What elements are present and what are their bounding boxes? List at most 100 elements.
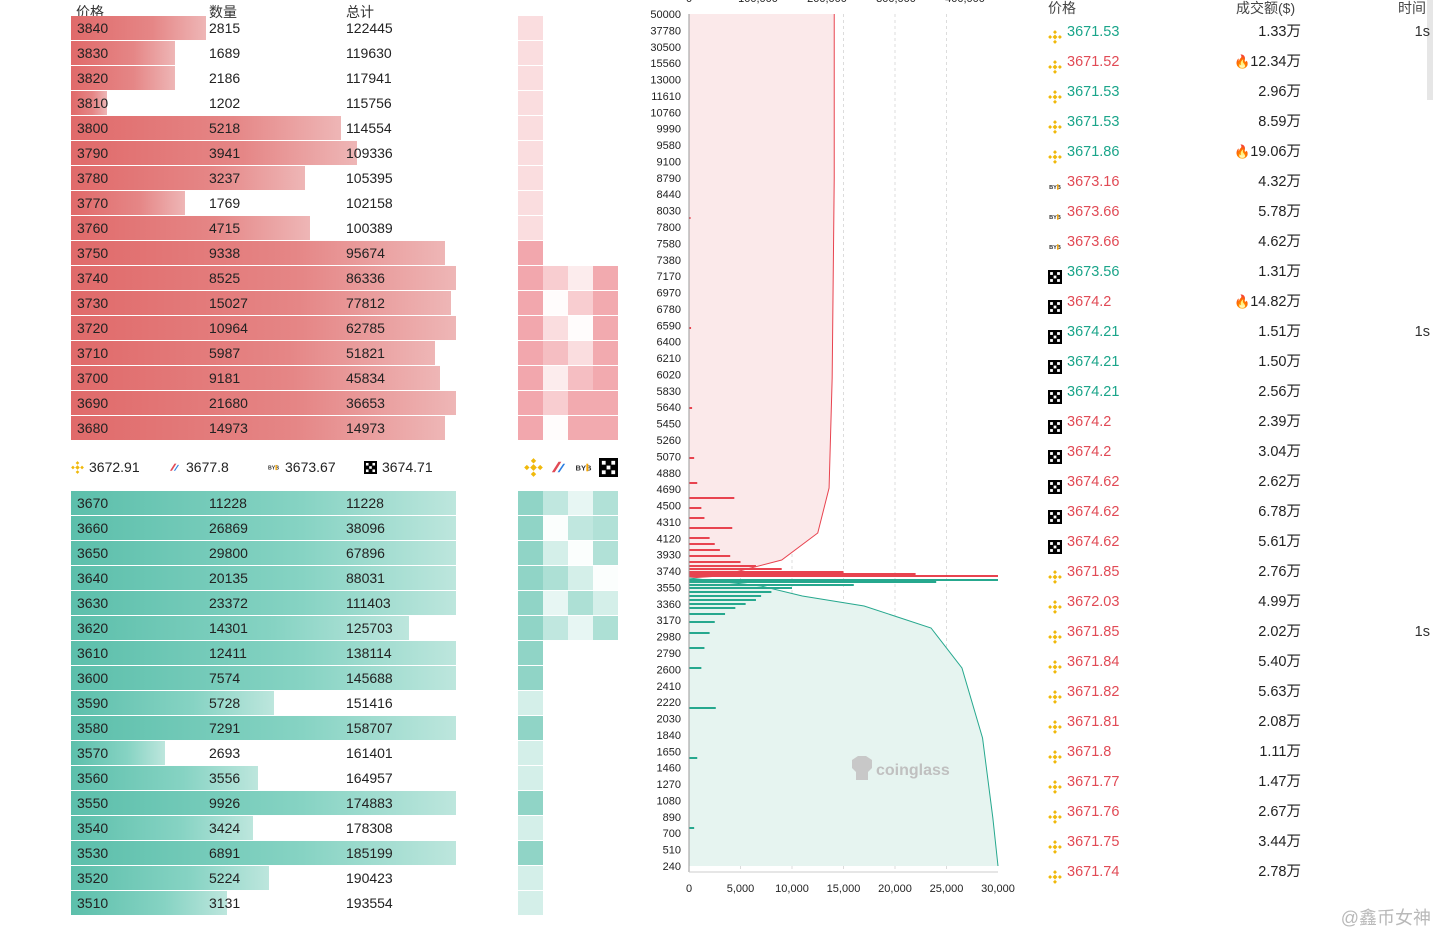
binance-icon — [1048, 660, 1062, 674]
trade-row: 3674.21 2.56万 — [1048, 377, 1438, 407]
heatmap-cell — [568, 866, 593, 890]
bid-price: 3590 — [77, 695, 109, 711]
heatmap-cell — [593, 741, 618, 765]
trade-amount-value: 8.59万 — [1258, 114, 1301, 130]
heatmap-binance-toggle[interactable] — [524, 458, 543, 482]
ask-row[interactable]: 3770 1769 102158 — [71, 191, 631, 216]
bid-row[interactable]: 3570 2693 161401 — [71, 741, 631, 766]
bid-row[interactable]: 3590 5728 151416 — [71, 691, 631, 716]
ask-price: 3680 — [77, 420, 109, 436]
bid-row[interactable]: 3510 3131 193554 — [71, 891, 631, 916]
trade-row: 3674.2 🔥14.82万 — [1048, 287, 1438, 317]
bid-row[interactable]: 3520 5224 190423 — [71, 866, 631, 891]
y-tick-label: 6970 — [657, 288, 681, 300]
ask-row[interactable]: 3680 14973 14973 — [71, 416, 631, 441]
bid-total: 151416 — [346, 695, 393, 711]
depth-chart-svg: 50000 37780 30500 15560 13000 11610 10760 9990 9… — [650, 0, 1014, 895]
bid-row[interactable]: 3610 12411 138114 — [71, 641, 631, 666]
bid-row[interactable]: 3660 26869 38096 — [71, 516, 631, 541]
bid-total: 38096 — [346, 520, 385, 536]
ask-row[interactable]: 3830 1689 119630 — [71, 41, 631, 66]
bid-depth-bar — [71, 791, 456, 815]
heatmap-bitget-toggle[interactable] — [549, 458, 568, 482]
ask-row[interactable]: 3790 3941 109336 — [71, 141, 631, 166]
heatmap-cell — [568, 741, 593, 765]
heatmap-cell — [593, 891, 618, 915]
trade-exchange-icon — [1048, 325, 1062, 344]
ask-row[interactable]: 3700 9181 45834 — [71, 366, 631, 391]
ask-row[interactable]: 3740 8525 86336 — [71, 266, 631, 291]
bid-row[interactable]: 3530 6891 185199 — [71, 841, 631, 866]
exchange-price-row: 3672.91 3677.8 BYB 3673.67 3674.71 — [71, 454, 631, 480]
ask-row[interactable]: 3710 5987 51821 — [71, 341, 631, 366]
bid-total: 88031 — [346, 570, 385, 586]
bid-qty: 23372 — [209, 595, 248, 611]
trade-row: 3671.85 2.02万 1s — [1048, 617, 1438, 647]
bid-row[interactable]: 3540 3424 178308 — [71, 816, 631, 841]
ask-row[interactable]: 3810 1202 115756 — [71, 91, 631, 116]
trade-exchange-icon — [1048, 475, 1062, 494]
bid-total: 158707 — [346, 720, 393, 736]
ask-row[interactable]: 3800 5218 114554 — [71, 116, 631, 141]
bid-row[interactable]: 3600 7574 145688 — [71, 666, 631, 691]
trade-row: 3671.53 1.33万 1s — [1048, 17, 1438, 47]
bybit-icon: BYB — [1049, 184, 1061, 191]
bid-row[interactable]: 3650 29800 67896 — [71, 541, 631, 566]
y-tick-label: 10760 — [650, 107, 681, 119]
bid-row[interactable]: 3550 9926 174883 — [71, 791, 631, 816]
ask-row[interactable]: 3820 2186 117941 — [71, 66, 631, 91]
heatmap-cell — [593, 791, 618, 815]
heatmap-cell — [568, 341, 593, 365]
y-tick-label: 700 — [663, 828, 681, 840]
trade-price: 3671.53 — [1067, 84, 1120, 100]
ask-price: 3740 — [77, 270, 109, 286]
ask-qty: 15027 — [209, 295, 248, 311]
heatmap-cell — [543, 766, 568, 790]
bid-row[interactable]: 3620 14301 125703 — [71, 616, 631, 641]
ask-row[interactable]: 3760 4715 100389 — [71, 216, 631, 241]
trade-price: 3671.82 — [1067, 684, 1120, 700]
y-tick-label: 9990 — [657, 124, 681, 136]
bid-row[interactable]: 3640 20135 88031 — [71, 566, 631, 591]
heatmap-cell — [568, 841, 593, 865]
heatmap-cell — [568, 766, 593, 790]
ask-row[interactable]: 3730 15027 77812 — [71, 291, 631, 316]
svg-text:BYB: BYB — [575, 463, 592, 472]
heatmap-cell — [568, 116, 593, 140]
y-tick-label: 8030 — [657, 206, 681, 218]
y-tick-label: 11610 — [651, 91, 681, 103]
ask-row[interactable]: 3720 10964 62785 — [71, 316, 631, 341]
bid-row[interactable]: 3630 23372 111403 — [71, 591, 631, 616]
ask-total: 102158 — [346, 195, 393, 211]
bid-row[interactable]: 3670 11228 11228 — [71, 491, 631, 516]
trade-row: 3671.85 2.76万 — [1048, 557, 1438, 587]
binance-icon — [1048, 690, 1062, 704]
heatmap-bybit-toggle[interactable]: BYB — [574, 458, 593, 482]
ask-row[interactable]: 3690 21680 36653 — [71, 391, 631, 416]
heatmap-cell — [568, 516, 593, 540]
ask-depth-bar — [71, 216, 311, 240]
y-tick-label: 7380 — [657, 255, 681, 267]
y-tick-label: 3170 — [657, 615, 681, 627]
bid-price: 3630 — [77, 595, 109, 611]
heatmap-cell — [543, 141, 568, 165]
bid-depth-bar — [71, 741, 165, 765]
heatmap-cell — [593, 416, 618, 440]
ask-row[interactable]: 3750 9338 95674 — [71, 241, 631, 266]
trades-scrollbar[interactable] — [1427, 0, 1433, 100]
heatmap-okx-toggle[interactable] — [599, 458, 618, 482]
total-column-header: 总计 — [346, 4, 374, 20]
order-book-panel: 价格 数量 总计 3840 2815 122445 3830 1689 119630 382… — [0, 0, 640, 938]
bid-depth-bar — [71, 616, 409, 640]
y-tick-label: 6210 — [657, 353, 681, 365]
ask-price: 3700 — [77, 370, 109, 386]
ask-row[interactable]: 3780 3237 105395 — [71, 166, 631, 191]
trade-amount-value: 4.62万 — [1258, 234, 1301, 250]
bid-row[interactable]: 3560 3556 164957 — [71, 766, 631, 791]
trade-exchange-icon: BYB — [1048, 235, 1062, 251]
heatmap-cell — [518, 216, 543, 240]
bid-row[interactable]: 3580 7291 158707 — [71, 716, 631, 741]
depth-chart[interactable]: 50000 37780 30500 15560 13000 11610 10760 9990 9… — [640, 0, 1040, 938]
ask-row[interactable]: 3840 2815 122445 — [71, 16, 631, 41]
ask-total: 86336 — [346, 270, 385, 286]
